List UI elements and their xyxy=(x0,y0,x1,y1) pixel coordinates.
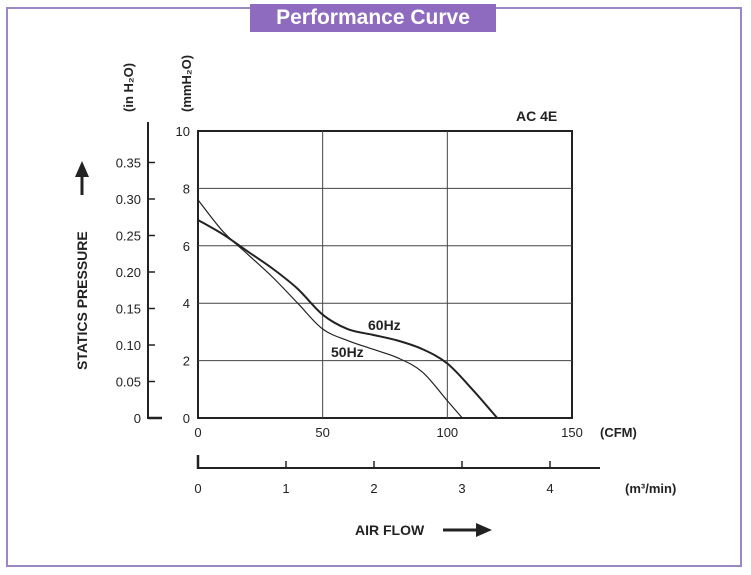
secondary-y-tick-label: 0.25 xyxy=(116,229,141,244)
y-axis-title: STATICS PRESSURE xyxy=(74,231,90,370)
secondary-x-tick-label: 0 xyxy=(194,481,201,496)
x-tick-label: 100 xyxy=(436,425,458,440)
x-tick-label: 0 xyxy=(194,425,201,440)
x-secondary-unit: (m³/min) xyxy=(625,481,676,496)
secondary-y-tick-label: 0.10 xyxy=(116,338,141,353)
x-tick-label: 50 xyxy=(315,425,329,440)
y-tick-label: 8 xyxy=(183,181,190,196)
series-line-60hz xyxy=(197,219,498,419)
x-primary-unit: (CFM) xyxy=(600,425,637,440)
secondary-y-tick-label: 0.15 xyxy=(116,302,141,317)
series-line-50hz xyxy=(197,199,463,419)
y-primary-unit: (mmH₂O) xyxy=(179,55,194,112)
y-tick-label: 4 xyxy=(183,296,190,311)
y-secondary-unit: (in H₂O) xyxy=(121,63,136,112)
chart-annotation: AC 4E xyxy=(516,108,557,124)
series-label-50hz: 50Hz xyxy=(331,344,364,360)
secondary-x-tick-label: 4 xyxy=(546,481,553,496)
secondary-y-tick-label: 0.05 xyxy=(116,375,141,390)
chart-title: Performance Curve xyxy=(250,4,496,32)
x-axis-arrow xyxy=(443,523,492,537)
secondary-y-tick-label: 0 xyxy=(134,411,141,426)
chart-frame xyxy=(6,7,742,567)
x-axis-title: AIR FLOW xyxy=(355,522,425,538)
secondary-y-tick-label: 0.30 xyxy=(116,192,141,207)
y-tick-label: 2 xyxy=(183,354,190,369)
series-label-60hz: 60Hz xyxy=(368,317,401,333)
y-tick-label: 6 xyxy=(183,239,190,254)
secondary-x-tick-label: 1 xyxy=(282,481,289,496)
y-tick-label: 10 xyxy=(176,124,190,139)
x-tick-label: 150 xyxy=(561,425,583,440)
secondary-y-tick-label: 0.35 xyxy=(116,156,141,171)
y-tick-label: 0 xyxy=(183,411,190,426)
plot-area xyxy=(197,130,573,419)
secondary-x-tick-label: 2 xyxy=(370,481,377,496)
secondary-y-tick-label: 0.20 xyxy=(116,265,141,280)
secondary-x-tick-label: 3 xyxy=(458,481,465,496)
y-axis-arrow xyxy=(75,161,89,195)
